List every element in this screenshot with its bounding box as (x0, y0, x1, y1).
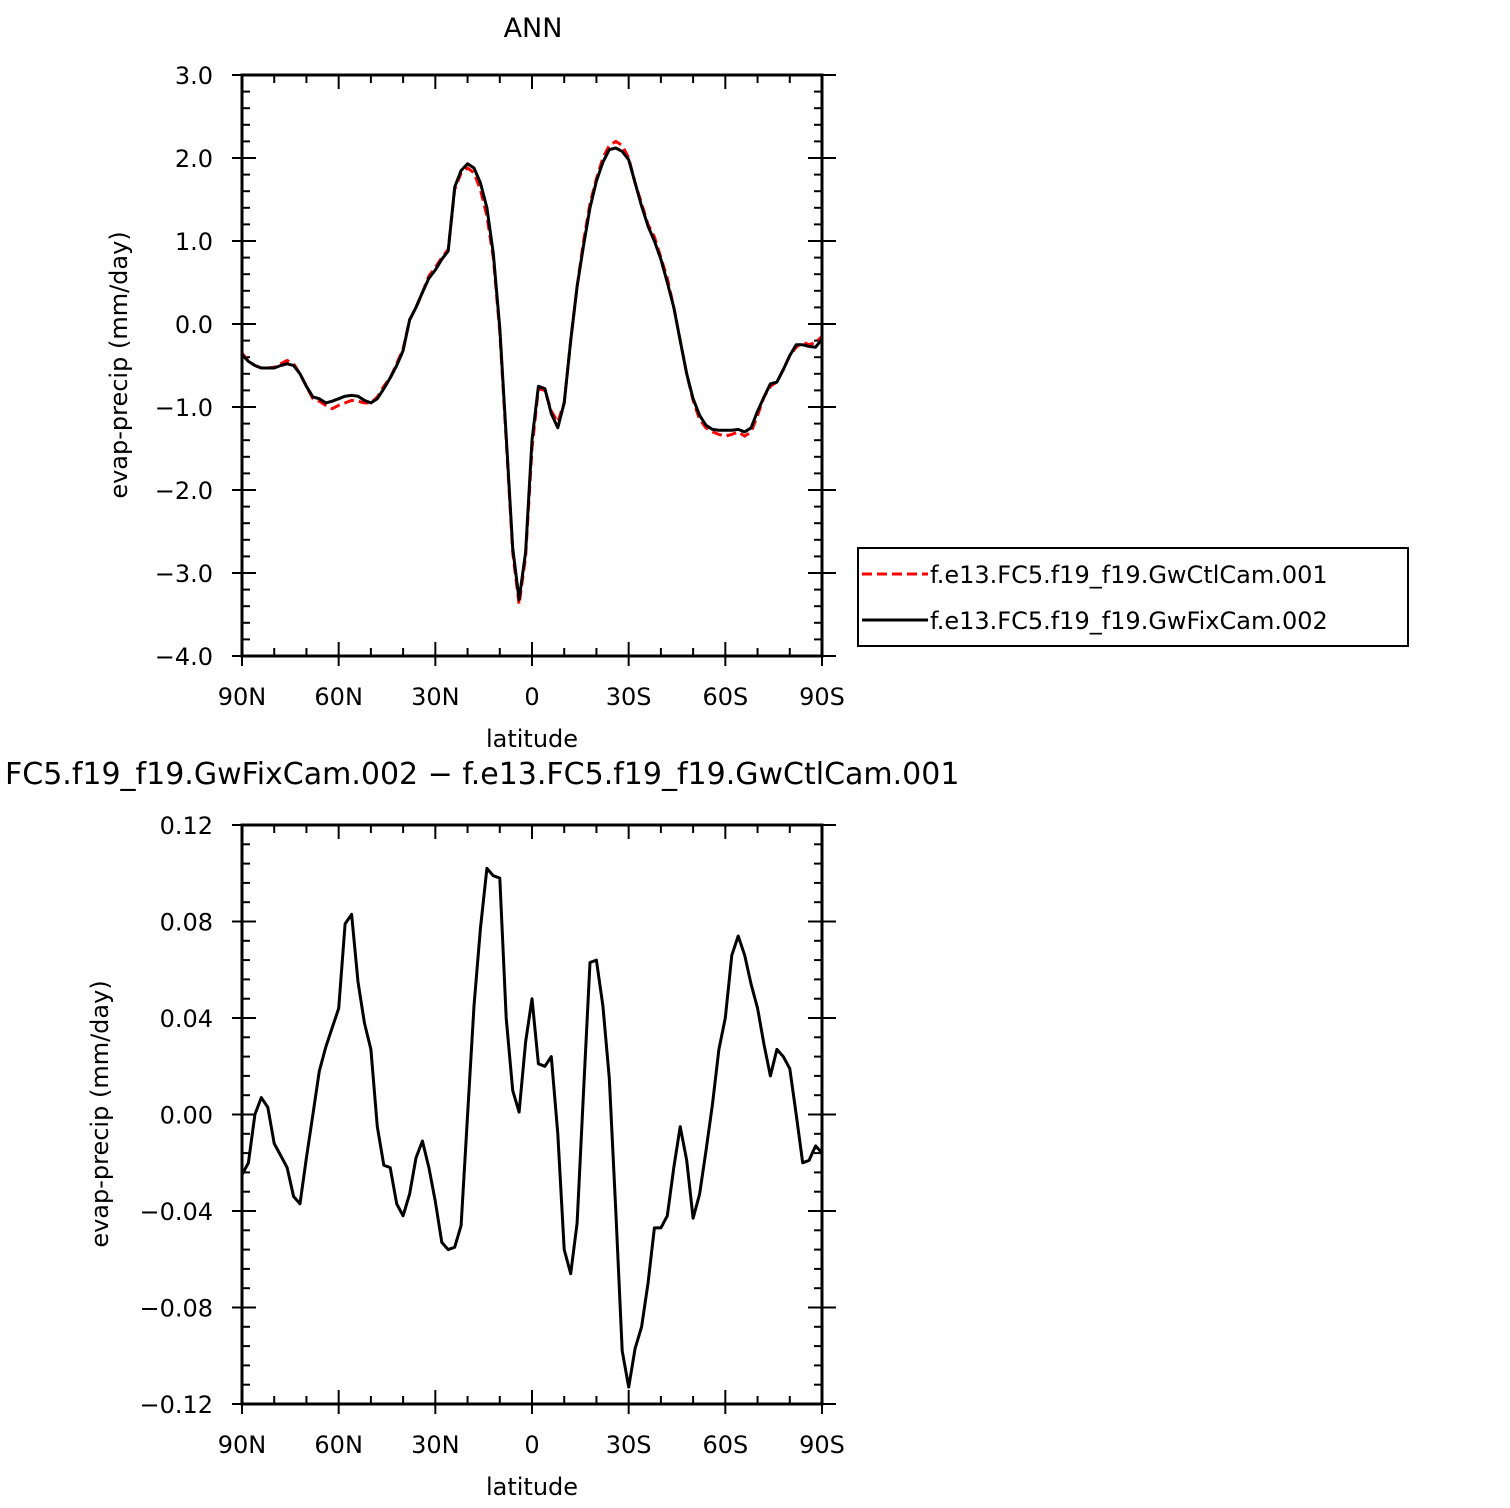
bottom-panel-xlabel: latitude (486, 1473, 578, 1501)
legend-box (857, 547, 1409, 647)
legend-label-ctl: f.e13.FC5.f19_f19.GwCtlCam.001 (930, 561, 1328, 589)
bottom-panel-series (240, 866, 824, 1389)
y-tick-label: 0.00 (160, 1102, 213, 1130)
x-tick-label: 90N (218, 1431, 267, 1459)
y-tick-label: 1.0 (175, 228, 213, 256)
top-panel-ylabel: evap-precip (mm/day) (105, 231, 133, 498)
series-line-0 (240, 866, 824, 1389)
legend-label-fix: f.e13.FC5.f19_f19.GwFixCam.002 (930, 607, 1328, 635)
bottom-panel-ylabel: evap-precip (mm/day) (86, 980, 114, 1247)
x-tick-label: 0 (524, 1431, 539, 1459)
x-tick-label: 30S (606, 683, 652, 711)
legend: f.e13.FC5.f19_f19.GwCtlCam.001 f.e13.FC5… (857, 547, 1409, 647)
y-tick-label: −1.0 (155, 394, 213, 422)
y-tick-label: −2.0 (155, 477, 213, 505)
x-tick-label: 0 (524, 683, 539, 711)
x-tick-label: 90S (799, 683, 845, 711)
y-tick-label: 3.0 (175, 62, 213, 90)
y-tick-label: −3.0 (155, 560, 213, 588)
bottom-panel: FC5.f19_f19.GwFixCam.002 − f.e13.FC5.f19… (5, 757, 959, 1501)
series-line-1 (240, 146, 824, 602)
x-tick-label: 60S (702, 683, 748, 711)
x-tick-label: 90S (799, 1431, 845, 1459)
x-tick-label: 30N (411, 1431, 460, 1459)
top-panel-title: ANN (504, 13, 563, 44)
x-tick-label: 30N (411, 683, 460, 711)
bottom-panel-title: FC5.f19_f19.GwFixCam.002 − f.e13.FC5.f19… (5, 757, 959, 792)
y-tick-label: 0.12 (160, 812, 213, 840)
y-tick-label: −0.12 (139, 1391, 213, 1419)
y-tick-label: 0.0 (175, 311, 213, 339)
x-tick-label: 60N (314, 683, 363, 711)
top-panel: ANN latitude evap-precip (mm/day) 90N 60N… (105, 13, 845, 753)
top-panel-series (240, 139, 824, 606)
x-tick-label: 60N (314, 1431, 363, 1459)
x-tick-label: 60S (702, 1431, 748, 1459)
x-tick-label: 30S (606, 1431, 652, 1459)
y-tick-label: 0.08 (160, 909, 213, 937)
y-tick-label: −0.08 (139, 1295, 213, 1323)
y-tick-label: 2.0 (175, 145, 213, 173)
bottom-panel-ticks: 90N 60N 30N 0 30S 60S 90S 0.12 0.08 0.04 0.00 −0.04… (139, 812, 844, 1459)
top-panel-xlabel: latitude (486, 725, 578, 753)
y-tick-label: −0.04 (139, 1198, 213, 1226)
x-tick-label: 90N (218, 683, 267, 711)
y-tick-label: 0.04 (160, 1005, 213, 1033)
bottom-panel-frame (240, 823, 824, 1406)
top-panel-frame (240, 73, 824, 658)
y-tick-label: −4.0 (155, 643, 213, 671)
